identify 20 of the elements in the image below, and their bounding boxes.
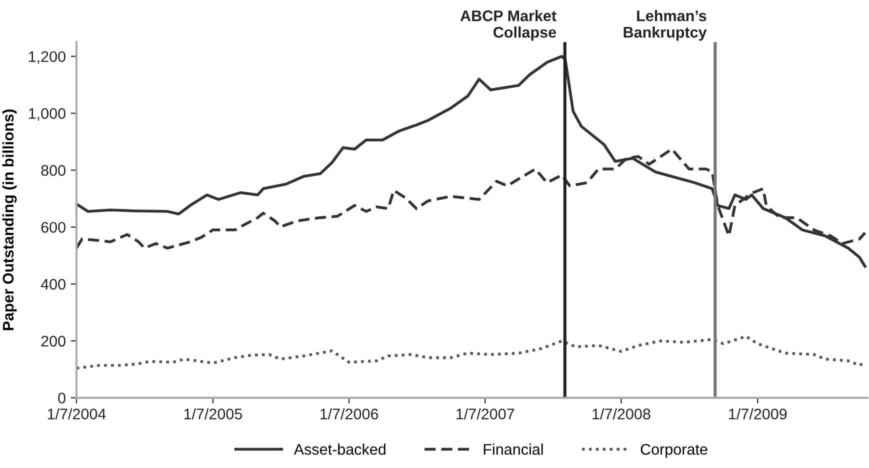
y-tick-label: 1,200 [28, 51, 66, 64]
line-series [76, 54, 866, 268]
x-tick-label: 1/7/2005 [184, 408, 242, 420]
y-tick-label: 1,000 [28, 108, 66, 121]
y-tick-label: 800 [41, 165, 66, 176]
y-tick-label: 0 [58, 392, 66, 404]
y-tick-label: 400 [40, 278, 66, 290]
y-axis-title: Paper Outstanding (in billions) [2, 110, 17, 330]
x-tick-label: 1/7/2006 [320, 408, 378, 420]
y-tick-label: 600 [41, 222, 66, 233]
x-tick-label: 1/7/2004 [48, 408, 106, 420]
legend-label: Corporate [640, 444, 708, 458]
x-tick-label: 1/7/2007 [456, 408, 514, 420]
ref-line-label: Lehman’s Bankruptcy [624, 10, 707, 41]
ref-line-label: ABCP Market Collapse [460, 10, 556, 41]
x-tick-label: 1/7/2009 [729, 408, 787, 420]
y-tick-label: 200 [41, 336, 66, 347]
legend-label: Financial [484, 444, 543, 455]
x-tick-label: 1/7/2008 [592, 408, 650, 420]
legend-label: Asset-backed [294, 444, 386, 455]
